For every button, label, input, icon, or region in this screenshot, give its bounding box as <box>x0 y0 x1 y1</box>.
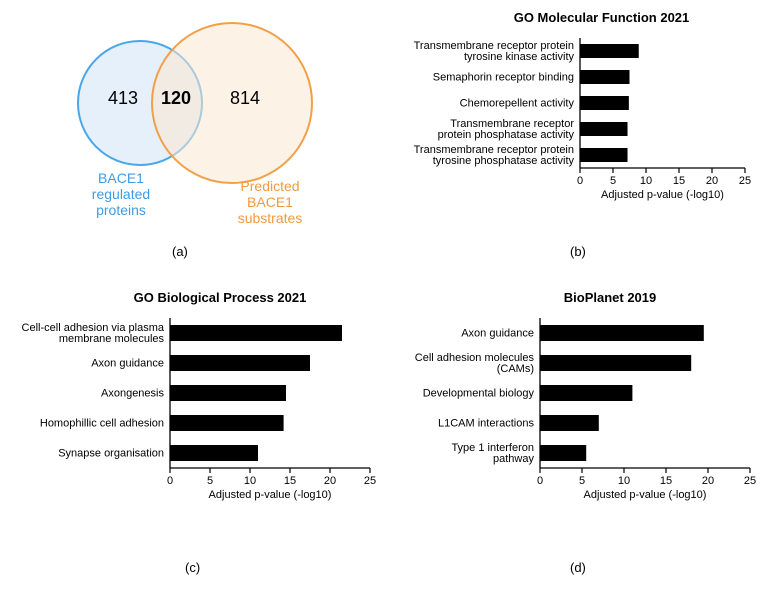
panel-b-label: (b) <box>570 244 586 259</box>
svg-text:15: 15 <box>660 475 672 487</box>
svg-text:0: 0 <box>167 475 173 487</box>
bar <box>580 70 630 84</box>
panel-c-label: (c) <box>185 560 200 575</box>
bar <box>170 415 284 431</box>
svg-text:20: 20 <box>324 475 336 487</box>
bar-label: Axon guidance <box>91 358 164 370</box>
bar-label: Transmembrane receptor proteintyrosine p… <box>414 144 575 167</box>
bar <box>540 415 599 431</box>
figure-root: 413 120 814 BACE1regulatedproteins Predi… <box>0 0 768 595</box>
bar-label: Developmental biology <box>423 388 535 400</box>
svg-text:15: 15 <box>673 175 685 187</box>
bar-label: Cell-cell adhesion via plasmamembrane mo… <box>22 322 165 345</box>
bar <box>170 445 258 461</box>
bar <box>170 355 310 371</box>
venn-left-caption: BACE1regulatedproteins <box>66 170 176 218</box>
venn-left-count: 413 <box>108 88 138 109</box>
bar-label: Semaphorin receptor binding <box>433 72 574 84</box>
chart-d-title: BioPlanet 2019 <box>460 290 760 305</box>
svg-text:20: 20 <box>706 175 718 187</box>
x-axis-label: Adjusted p-value (-log10) <box>584 489 707 501</box>
venn-right-count: 814 <box>230 88 260 109</box>
svg-text:10: 10 <box>618 475 630 487</box>
bar-label: Transmembrane receptor proteintyrosine k… <box>414 40 575 63</box>
bar-label: Axongenesis <box>101 388 164 400</box>
bar-label: Homophillic cell adhesion <box>40 418 164 430</box>
bar <box>540 355 691 371</box>
venn-diagram: 413 120 814 BACE1regulatedproteins Predi… <box>20 18 360 248</box>
panel-a: 413 120 814 BACE1regulatedproteins Predi… <box>20 18 360 248</box>
bar <box>170 325 342 341</box>
x-axis-label: Adjusted p-value (-log10) <box>601 189 724 201</box>
chart-d-svg: Axon guidance Cell adhesion molecules(CAM… <box>400 313 760 533</box>
bar <box>540 325 704 341</box>
svg-text:25: 25 <box>744 475 756 487</box>
bar <box>580 96 629 110</box>
panel-d-label: (d) <box>570 560 586 575</box>
svg-text:5: 5 <box>579 475 585 487</box>
chart-c-svg: Cell-cell adhesion via plasmamembrane mo… <box>10 313 380 533</box>
bar <box>540 385 632 401</box>
svg-text:5: 5 <box>610 175 616 187</box>
bar <box>580 44 639 58</box>
svg-text:0: 0 <box>577 175 583 187</box>
bar <box>580 148 628 162</box>
panel-a-label: (a) <box>172 244 188 259</box>
venn-overlap-count: 120 <box>161 88 191 109</box>
svg-text:10: 10 <box>244 475 256 487</box>
svg-text:25: 25 <box>364 475 376 487</box>
bar-label: Chemorepellent activity <box>460 98 575 110</box>
panel-c: GO Biological Process 2021 Cell-cell adh… <box>10 290 380 538</box>
bar-label: Synapse organisation <box>58 448 164 460</box>
bar <box>580 122 628 136</box>
chart-b-svg: Transmembrane receptor proteintyrosine k… <box>400 33 755 223</box>
bar-label: Type 1 interferonpathway <box>451 442 534 465</box>
svg-text:10: 10 <box>640 175 652 187</box>
svg-text:25: 25 <box>739 175 751 187</box>
bar-label: Axon guidance <box>461 328 534 340</box>
svg-text:20: 20 <box>702 475 714 487</box>
venn-right-caption: PredictedBACE1substrates <box>210 178 330 226</box>
panel-d: BioPlanet 2019 Axon guidance Cell adhesio… <box>400 290 760 538</box>
bar-label: Transmembrane receptorprotein phosphatas… <box>438 118 575 141</box>
svg-text:5: 5 <box>207 475 213 487</box>
bar <box>540 445 586 461</box>
svg-text:15: 15 <box>284 475 296 487</box>
chart-b-title: GO Molecular Function 2021 <box>448 10 755 25</box>
bar-label: L1CAM interactions <box>438 418 534 430</box>
x-axis-label: Adjusted p-value (-log10) <box>209 489 332 501</box>
bar-label: Cell adhesion molecules(CAMs) <box>415 352 535 375</box>
chart-c-title: GO Biological Process 2021 <box>60 290 380 305</box>
bar <box>170 385 286 401</box>
svg-text:0: 0 <box>537 475 543 487</box>
panel-b: GO Molecular Function 2021 Transmembrane… <box>400 10 755 228</box>
